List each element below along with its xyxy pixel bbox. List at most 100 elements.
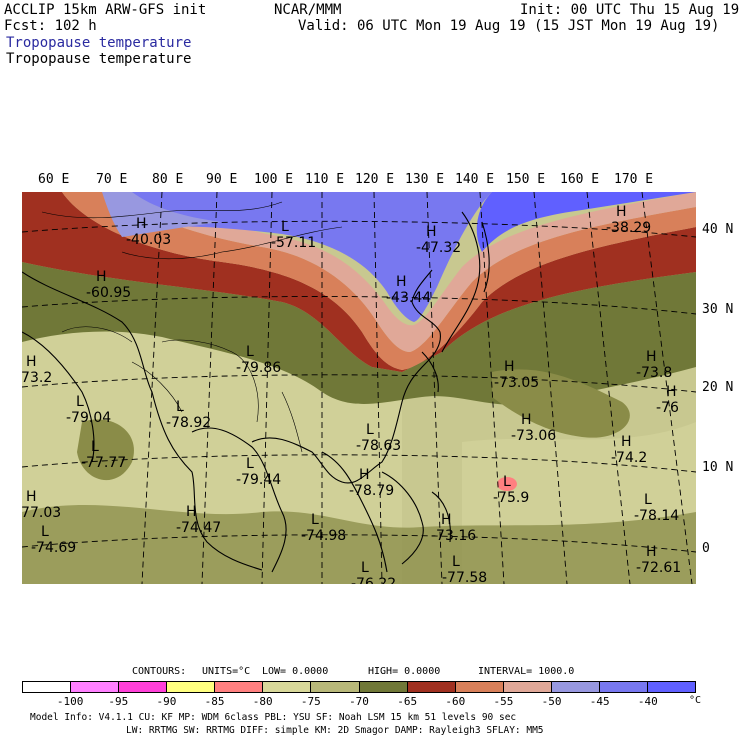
extremum-value: -47.32 — [416, 240, 461, 256]
extremum-value: -74.98 — [301, 528, 346, 544]
extremum-type: L — [246, 456, 254, 472]
colorbar-cell — [71, 682, 120, 692]
extremum-type: H — [621, 434, 632, 450]
colorbar-cell — [551, 682, 600, 692]
extremum-type: L — [281, 219, 289, 235]
colorbar-cell — [119, 682, 168, 692]
colorbar-tick-label: -60 — [445, 695, 466, 708]
shaded-field-title: Tropopause temperature — [6, 35, 192, 51]
extremum-value: -73.8 — [636, 365, 672, 381]
shading-pink-spot — [497, 477, 517, 491]
extremum-value: -38.29 — [606, 220, 651, 236]
latitude-label: 40 N — [702, 222, 734, 237]
longitude-label: 160 E — [560, 172, 600, 187]
extremum-type: H — [396, 274, 407, 290]
extremum-value: -77.77 — [81, 455, 126, 471]
extremum-value: -73.06 — [511, 428, 556, 444]
longitude-label: 110 E — [305, 172, 345, 187]
shading-pink-band — [112, 192, 696, 352]
longitude-label: 70 E — [96, 172, 128, 187]
init-time: Init: 00 UTC Thu 15 Aug 19 — [520, 2, 740, 18]
extremum-value: -40.03 — [126, 232, 171, 248]
extremum-value: -74.2 — [611, 450, 647, 466]
longitude-label: 60 E — [38, 172, 70, 187]
extremum-type: H — [136, 216, 147, 232]
colorbar-unit: °C — [689, 695, 702, 706]
extremum-value: -76 — [656, 400, 679, 416]
colorbar-tick-label: -45 — [589, 695, 610, 708]
extremum-type: H — [426, 224, 437, 240]
longitude-label: 170 E — [614, 172, 654, 187]
extremum-type: H — [646, 349, 657, 365]
extremum-value: -60.95 — [86, 285, 131, 301]
longitude-label: 150 E — [506, 172, 546, 187]
extremum-value: -74.69 — [31, 540, 76, 556]
tropopause-temperature-map: H-40.03L-57.11H-47.32H-38.29H-60.95H-43.… — [22, 192, 696, 584]
shading-lavender — [102, 192, 222, 237]
extremum-type: H — [359, 467, 370, 483]
contour-low: LOW= 0.0000 — [262, 666, 329, 677]
extremum-value: -78.92 — [166, 415, 211, 431]
colorbar-tick-label: -95 — [108, 695, 129, 708]
longitude-label: 140 E — [455, 172, 495, 187]
model-title: ACCLIP 15km ARW-GFS init — [4, 2, 207, 18]
colorbar-cell — [359, 682, 408, 692]
colorbar-tick-label: -75 — [300, 695, 321, 708]
colorbar-cell — [311, 682, 360, 692]
extremum-type: L — [311, 512, 319, 528]
extremum-type: H — [26, 354, 37, 370]
center-label: NCAR/MMM — [274, 2, 342, 18]
contour-field-title: Tropopause temperature — [6, 51, 192, 67]
extremum-type: L — [644, 492, 652, 508]
extremum-value: -79.04 — [66, 410, 111, 426]
shading-blue-east — [476, 192, 696, 252]
shading-olive-south — [22, 504, 696, 584]
colorbar-tick-label: -80 — [252, 695, 273, 708]
extremum-value: -78.79 — [349, 483, 394, 499]
colorbar-tick-label: -85 — [204, 695, 225, 708]
longitude-label: 80 E — [152, 172, 184, 187]
colorbar-cell — [407, 682, 456, 692]
model-info-line1: Model Info: V4.1.1 CU: KF MP: WDM 6class… — [30, 712, 517, 723]
contour-info-label: CONTOURS: — [132, 666, 187, 677]
extremum-value: -72.61 — [636, 560, 681, 576]
colorbar-cell — [599, 682, 649, 692]
contour-units: UNITS=°C — [202, 666, 251, 677]
extremum-type: H — [504, 359, 515, 375]
longitude-label: 130 E — [405, 172, 445, 187]
extremum-type: H — [26, 489, 37, 505]
contour-high: HIGH= 0.0000 — [368, 666, 441, 677]
extremum-value: -79.86 — [236, 360, 281, 376]
shading-olive-north — [22, 262, 696, 405]
shading-blue-region — [111, 192, 492, 322]
extremum-type: L — [176, 399, 184, 415]
extremum-value: -73.2 — [22, 370, 52, 386]
graticule — [22, 192, 696, 584]
latitude-label: 30 N — [702, 302, 734, 317]
model-info-line2: LW: RRTMG SW: RRTMG DIFF: simple KM: 2D … — [126, 725, 544, 736]
extremum-type: L — [503, 474, 511, 490]
extremum-value: -75.9 — [493, 490, 529, 506]
forecast-hour: Fcst: 102 h — [4, 18, 97, 34]
valid-time: Valid: 06 UTC Mon 19 Aug 19 (15 JST Mon … — [298, 18, 720, 34]
colorbar-tick-label: -65 — [397, 695, 418, 708]
shading-olive-patch-1 — [77, 419, 134, 481]
colorbar-tick-label: -90 — [156, 695, 177, 708]
longitude-label: 90 E — [206, 172, 238, 187]
extremum-value: -57.11 — [271, 235, 316, 251]
extremum-type: H — [616, 204, 627, 220]
extremum-type: L — [91, 439, 99, 455]
colorbar-cell — [455, 682, 504, 692]
extremum-type: L — [452, 554, 460, 570]
extremum-value: -76.22 — [351, 576, 396, 584]
extremum-value: -78.14 — [634, 508, 679, 524]
colorbar-cell — [167, 682, 216, 692]
extremum-type: L — [41, 524, 49, 540]
shading-olive-patch-2 — [492, 369, 630, 438]
extremum-value: -77.58 — [442, 570, 487, 584]
extremum-type: L — [366, 422, 374, 438]
colorbar-cell — [215, 682, 264, 692]
latitude-label: 0 — [702, 541, 710, 556]
extremum-type: L — [76, 394, 84, 410]
extremum-value: -73.16 — [431, 528, 476, 544]
